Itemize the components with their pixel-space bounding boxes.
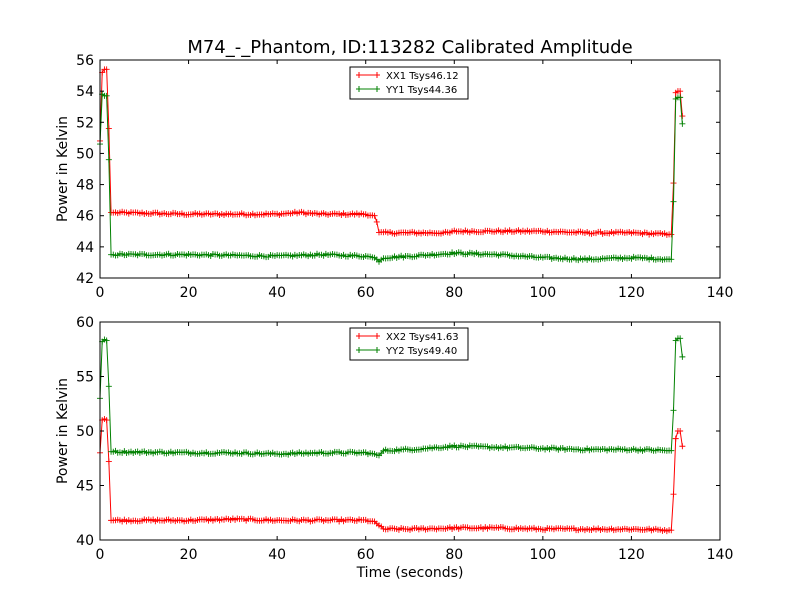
data-point-marker <box>105 458 112 465</box>
chart-top-legend: XX1 Tsys46.12 YY1 Tsys44.36 <box>349 66 469 100</box>
x-tick-label: 140 <box>707 547 734 563</box>
data-point-marker <box>679 443 686 450</box>
figure-title: M74_-_Phantom, ID:113282 Calibrated Ampl… <box>187 37 632 58</box>
chart-top-marks <box>97 66 686 265</box>
series-markers <box>97 91 686 265</box>
legend-label: YY1 Tsys44.36 <box>385 85 457 96</box>
x-tick-label: 60 <box>357 285 375 301</box>
y-tick-label: 50 <box>76 424 94 440</box>
legend-box <box>349 66 469 100</box>
data-point-marker <box>670 491 677 498</box>
data-point-marker <box>105 125 112 132</box>
legend-label: YY2 Tsys49.40 <box>385 346 457 357</box>
legend-marker <box>358 347 378 353</box>
series-markers <box>97 416 686 535</box>
y-tick-label: 56 <box>76 53 94 69</box>
series-markers <box>97 335 686 459</box>
data-point-marker <box>677 428 684 434</box>
y-tick-label: 60 <box>76 315 94 331</box>
y-tick-label: 40 <box>76 533 94 549</box>
series-2-2 <box>97 335 686 459</box>
chart-bottom-y-axis-label: Power in Kelvin <box>55 378 71 484</box>
chart-bottom-axes: 0 20 40 60 80 100 120 140 40 45 50 55 60 <box>76 315 733 563</box>
x-tick-label: 140 <box>707 285 734 301</box>
data-point-marker <box>677 335 684 342</box>
y-tick-label: 48 <box>76 178 94 194</box>
y-tick-label: 55 <box>76 370 94 386</box>
legend-marker <box>358 333 378 339</box>
data-point-marker <box>677 88 684 95</box>
data-point-marker <box>679 120 686 127</box>
legend-entry: YY1 Tsys44.36 <box>356 85 457 96</box>
x-tick-label: 80 <box>445 547 463 563</box>
y-tick-label: 52 <box>76 115 94 131</box>
y-tick-label: 42 <box>76 271 94 287</box>
data-point-marker <box>103 417 110 424</box>
data-point-marker <box>670 198 677 205</box>
legend-label: XX1 Tsys46.12 <box>386 71 459 82</box>
legend-entry: XX1 Tsys46.12 <box>356 71 459 82</box>
chart-bottom-marks <box>97 335 686 535</box>
x-tick-label: 0 <box>96 285 105 301</box>
chart-top-y-axis-label: Power in Kelvin <box>55 116 71 222</box>
data-point-marker <box>677 94 684 101</box>
data-point-marker <box>105 383 112 390</box>
x-tick-label: 40 <box>268 547 286 563</box>
x-tick-label: 100 <box>529 285 556 301</box>
data-point-marker <box>103 92 110 99</box>
x-tick-label: 20 <box>180 547 198 563</box>
data-point-marker <box>668 231 675 238</box>
x-tick-label: 0 <box>96 547 105 563</box>
x-tick-label: 80 <box>445 285 463 301</box>
data-point-marker <box>668 527 675 534</box>
data-point-marker <box>670 407 677 414</box>
y-tick-label: 45 <box>76 479 94 495</box>
y-tick-label: 46 <box>76 209 94 225</box>
legend-box <box>349 327 469 361</box>
chart-bottom: XX2 Tsys41.63 YY2 Tsys49.40 0 20 40 60 80 100 1… <box>55 315 733 563</box>
y-tick-label: 50 <box>76 146 94 162</box>
data-point-marker <box>103 66 110 73</box>
x-tick-label: 40 <box>268 285 286 301</box>
x-tick-label: 120 <box>618 547 645 563</box>
data-point-marker <box>103 337 110 344</box>
x-tick-label: 20 <box>180 285 198 301</box>
legend-label: XX2 Tsys41.63 <box>386 332 459 343</box>
x-axis-label: Time (seconds) <box>356 565 464 581</box>
x-tick-label: 120 <box>618 285 645 301</box>
data-point-marker <box>679 353 686 360</box>
plot-frame <box>99 59 721 279</box>
x-tick-label: 60 <box>357 547 375 563</box>
data-point-marker <box>672 435 679 442</box>
series-1-1 <box>97 66 686 238</box>
chart-top: XX1 Tsys46.12 YY1 Tsys44.36 0 20 40 60 80 100 1… <box>55 53 733 301</box>
data-point-marker <box>668 256 675 263</box>
chart-top-axes: 0 20 40 60 80 100 120 140 42 44 46 48 50 52 54 56 <box>76 53 733 301</box>
data-point-marker <box>371 212 378 219</box>
legend-marker <box>358 72 378 78</box>
series-1-2 <box>97 91 686 265</box>
chart-bottom-legend: XX2 Tsys41.63 YY2 Tsys49.40 <box>349 327 469 361</box>
y-tick-label: 44 <box>76 240 94 256</box>
legend-entry: YY2 Tsys49.40 <box>356 346 457 357</box>
y-tick-label: 54 <box>76 84 94 100</box>
data-point-marker <box>105 156 112 163</box>
series-2-1 <box>97 416 686 535</box>
data-point-marker <box>373 218 380 225</box>
data-point-marker <box>668 447 675 454</box>
legend-entry: XX2 Tsys41.63 <box>356 332 459 343</box>
series-markers <box>97 66 686 238</box>
x-tick-label: 100 <box>529 547 556 563</box>
legend-marker <box>358 86 378 92</box>
